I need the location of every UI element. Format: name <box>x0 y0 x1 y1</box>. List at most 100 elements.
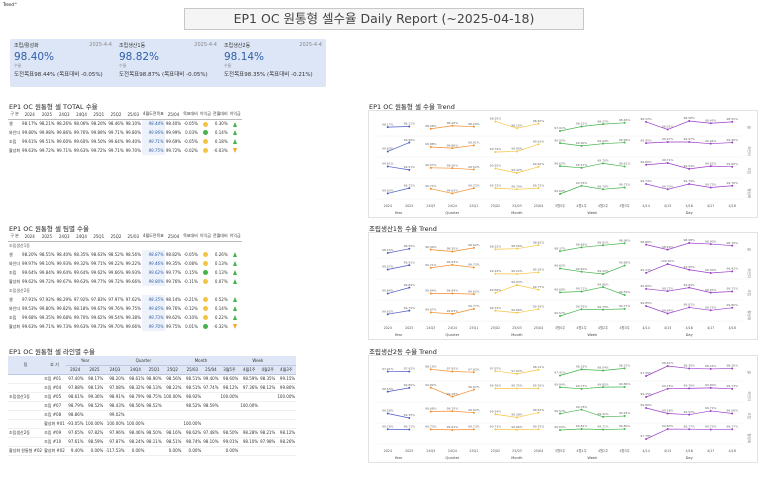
cell: 98.56% <box>125 252 141 257</box>
status-indicator <box>199 119 212 128</box>
data-label: 99.78% <box>576 405 588 409</box>
cell: 98.46% <box>125 428 146 438</box>
data-label: 99.79% <box>490 147 502 151</box>
x-tick-label: 25/02 <box>491 204 501 208</box>
cell: 98.52% <box>145 401 163 411</box>
trend-indicator <box>229 259 242 268</box>
cell: 0.14% <box>214 306 228 311</box>
cell: 99.86% <box>56 130 72 135</box>
cell: 98.61% <box>125 374 146 384</box>
status-indicator <box>199 304 212 313</box>
data-point <box>645 183 648 185</box>
data-point <box>451 395 454 398</box>
cell: -0.05% <box>183 139 198 144</box>
data-label: 99.15% <box>640 392 652 396</box>
data-point <box>580 387 583 390</box>
x-tick-label: 4월3주 <box>619 203 629 208</box>
cell: 0.18% <box>214 139 228 144</box>
row-label: 와인더 <box>9 129 21 135</box>
cell: 99.63% <box>73 279 90 284</box>
row-label: 셀 <box>9 120 13 126</box>
cell: 0.00% <box>125 446 146 456</box>
data-point <box>666 188 669 191</box>
cell: 99.62% <box>91 270 107 275</box>
column-header: 25/04 <box>164 110 183 120</box>
team-label <box>8 383 44 393</box>
cell: -0.12% <box>183 306 198 311</box>
arrow-up-icon <box>233 252 238 258</box>
data-label: 98.90% <box>705 239 717 243</box>
column-header: 25/04 <box>202 365 220 375</box>
data-label: 97.97% <box>490 366 502 370</box>
data-point <box>688 242 691 244</box>
x-tick-label: 4/14 <box>642 449 649 453</box>
table-row: 와인더 99.53% 99.80% 99.82% 98.18% 99.67% 99.76% 9… <box>8 304 242 313</box>
data-point <box>386 313 389 316</box>
row-label: 와인더 <box>9 260 21 266</box>
data-point <box>645 396 648 398</box>
cell: 99.98% <box>39 130 55 135</box>
column-header: 25/03 <box>124 232 142 242</box>
data-point <box>666 412 669 415</box>
cell <box>239 446 260 456</box>
data-point <box>451 263 454 266</box>
data-point <box>472 388 475 391</box>
cell: 99.72% <box>39 279 55 284</box>
data-point <box>537 288 540 291</box>
data-label: 99.73% <box>619 183 631 187</box>
filter-toggle[interactable]: Trend^ <box>3 2 18 7</box>
cell: 99.10% <box>39 261 55 266</box>
data-label: 99.70% <box>511 184 523 188</box>
column-header: 4월도전목표 <box>141 232 165 242</box>
cell: 0.22% <box>214 315 228 320</box>
data-point <box>688 286 691 289</box>
cell: 99.71% <box>91 261 107 266</box>
data-point <box>731 428 734 431</box>
data-label: 99.72% <box>468 183 480 187</box>
data-label: 99.73% <box>468 425 480 429</box>
cell: 99.86% <box>276 383 297 393</box>
data-label: 98.24% <box>382 248 394 252</box>
cell: 98.92% <box>182 392 203 402</box>
data-point <box>623 307 626 310</box>
data-label: 99.71% <box>425 184 437 188</box>
column-header: 이익금 <box>228 110 242 120</box>
kpi-card: 조립/활성화 2025-4-4 98.40% 수율 도전목표98.44% (목표대비 -… <box>10 39 116 87</box>
data-label: 99.72% <box>404 183 416 187</box>
data-label: 99.76% <box>683 384 695 388</box>
data-point <box>602 162 605 165</box>
column-header: 25Q1 <box>90 232 108 242</box>
cell: 98.20% <box>91 121 107 127</box>
data-label: 99.63% <box>382 189 394 193</box>
cell: 98.35% <box>73 252 90 257</box>
cell: 99.66% <box>125 324 141 329</box>
arrow-up-icon <box>233 121 238 127</box>
cell: 99.54% <box>108 315 124 320</box>
cell: 99.02% <box>104 410 126 420</box>
cell: 99.32% <box>73 261 90 266</box>
data-label: 99.68% <box>554 288 566 292</box>
table-row: 조립생산2동 조립 #09 97.65% 97.82% 97.96% 98.46% 98.5… <box>8 428 297 438</box>
cell: 99.80% <box>141 277 165 286</box>
status-dot-icon <box>202 297 208 303</box>
data-label: 99.67% <box>468 385 480 389</box>
data-label: 99.80% <box>619 424 631 428</box>
data-point <box>386 428 389 431</box>
x-tick-label: 24Q4 <box>448 326 457 330</box>
data-label: 99.77% <box>619 304 631 308</box>
data-point <box>580 184 583 187</box>
data-point <box>709 367 712 370</box>
data-label: 99.72% <box>490 306 502 310</box>
data-label: 99.71% <box>404 425 416 429</box>
data-label: 98.49% <box>662 245 674 249</box>
team-label: 조립생산1동 <box>8 392 44 402</box>
kpi-date: 2025-4-4 <box>194 42 217 48</box>
status-indicator <box>199 322 212 331</box>
data-label: 99.65% <box>554 264 566 268</box>
cell: 98.10% <box>239 437 260 447</box>
cell: 99.38% <box>125 315 141 320</box>
data-label: 98.81% <box>597 240 609 244</box>
data-point <box>515 172 518 174</box>
data-label: 99.71% <box>662 158 674 162</box>
cell: 99.71% <box>108 130 124 135</box>
